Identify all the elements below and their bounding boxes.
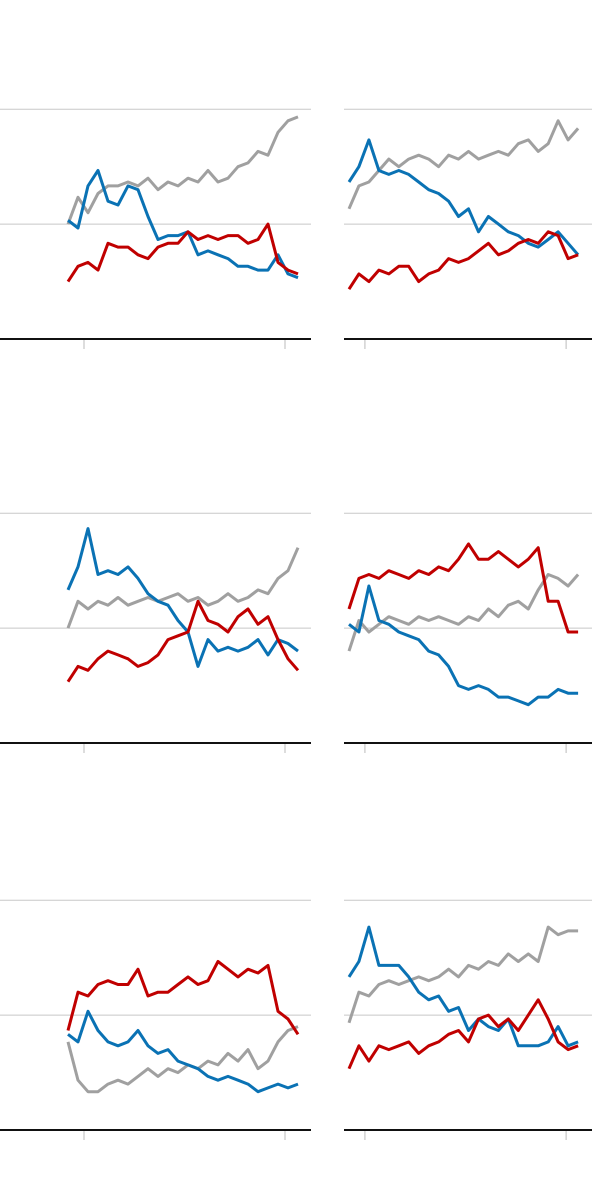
series-line [67, 1009, 299, 1094]
series-line [347, 925, 579, 1024]
series-line [67, 169, 299, 280]
series-line [66, 547, 300, 629]
series-line [347, 573, 580, 652]
series-line [347, 138, 580, 256]
series-line [347, 230, 579, 291]
series-line [347, 998, 579, 1070]
series-line [347, 542, 579, 634]
series-line [347, 925, 579, 1048]
series-line [347, 119, 580, 210]
series-line [66, 599, 300, 683]
series-line [66, 527, 299, 668]
series-line [66, 960, 300, 1036]
series-line [348, 584, 579, 707]
series-line [66, 222, 299, 283]
series-line [66, 115, 299, 225]
series-line [66, 1025, 299, 1094]
